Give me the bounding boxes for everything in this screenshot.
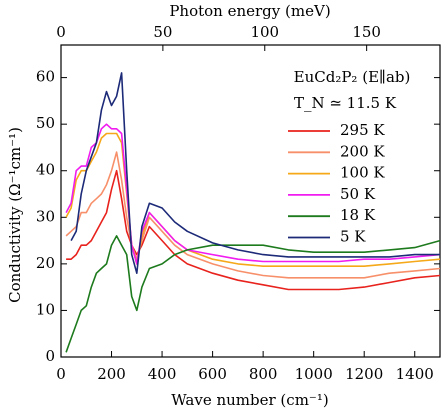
x-tick-label: 1000 bbox=[295, 365, 333, 383]
x-tick-label: 1400 bbox=[396, 365, 434, 383]
x-tick-label: 1200 bbox=[345, 365, 383, 383]
legend-label: 18 K bbox=[340, 206, 376, 224]
x-tick-label: 400 bbox=[148, 365, 177, 383]
legend-label: 50 K bbox=[340, 185, 376, 203]
y-tick-label: 10 bbox=[36, 300, 55, 318]
y-tick-label: 50 bbox=[36, 114, 55, 132]
legend-title: T_N ≃ 11.5 K bbox=[294, 94, 397, 112]
data-line bbox=[70, 72, 440, 274]
plot-frame bbox=[60, 44, 441, 358]
x-tick-label: 600 bbox=[198, 365, 227, 383]
x2-tick-label: 50 bbox=[153, 23, 172, 41]
x-tick-label: 200 bbox=[97, 365, 126, 383]
x2-tick-label: 150 bbox=[352, 23, 381, 41]
x-tick-label: 800 bbox=[249, 365, 278, 383]
legend-label: 5 K bbox=[340, 228, 366, 246]
y-tick-label: 60 bbox=[36, 68, 55, 86]
legend-title: EuCd₂P₂ (E∥ab) bbox=[294, 68, 411, 86]
legend-label: 200 K bbox=[340, 142, 385, 160]
x2-tick-label: 0 bbox=[56, 23, 66, 41]
y-tick-label: 0 bbox=[45, 347, 55, 365]
y-axis-label: Conductivity (Ω⁻¹cm⁻¹) bbox=[6, 127, 24, 303]
legend-label: 295 K bbox=[340, 121, 385, 139]
x2-axis-label: Photon energy (meV) bbox=[169, 2, 330, 20]
x2-tick-label: 100 bbox=[250, 23, 279, 41]
y-tick-label: 20 bbox=[36, 254, 55, 272]
legend-label: 100 K bbox=[340, 164, 385, 182]
y-tick-label: 40 bbox=[36, 161, 55, 179]
x-tick-label: 0 bbox=[56, 365, 66, 383]
x-axis-label: Wave number (cm⁻¹) bbox=[171, 391, 328, 409]
y-tick-label: 30 bbox=[36, 207, 55, 225]
data-line bbox=[65, 235, 441, 353]
